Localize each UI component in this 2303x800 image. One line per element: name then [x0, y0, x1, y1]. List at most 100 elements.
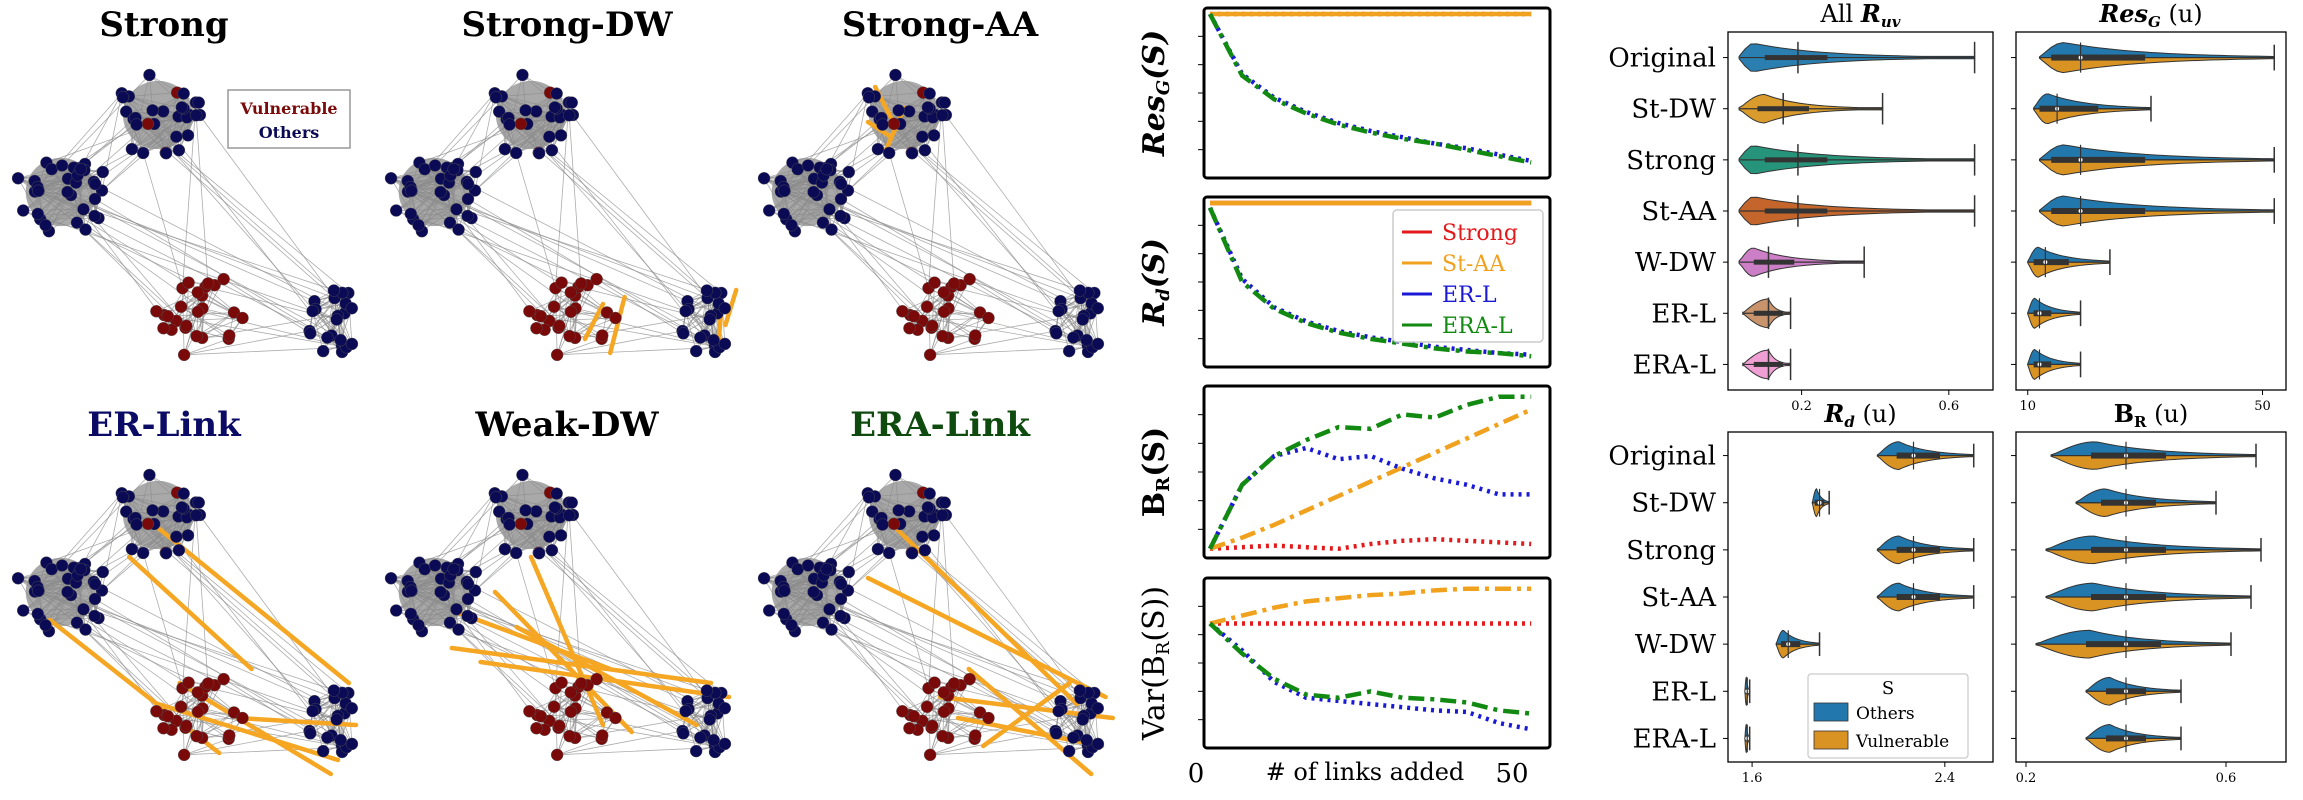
- vulnerable-node: [180, 719, 193, 733]
- other-node: [461, 592, 475, 606]
- other-node: [136, 546, 150, 560]
- other-node: [921, 101, 935, 114]
- vulnerable-node: [157, 322, 170, 335]
- other-node: [143, 68, 156, 82]
- other-node: [172, 144, 186, 157]
- line-legend: Strong St-AA ER-L ERA-L: [1392, 209, 1544, 343]
- network-edge: [822, 622, 923, 722]
- other-node: [935, 509, 949, 522]
- series-line: [1208, 12, 1532, 164]
- other-node: [700, 284, 714, 297]
- series-line: [1209, 586, 1532, 626]
- other-node: [801, 159, 815, 172]
- network-edge: [180, 306, 229, 340]
- other-node: [777, 207, 791, 221]
- vulnerable-node: [947, 677, 961, 690]
- other-node: [865, 105, 879, 118]
- network-edge: [183, 93, 335, 299]
- violin-half-others: [2075, 488, 2217, 504]
- vulnerable-node: [907, 310, 921, 323]
- other-node: [530, 505, 543, 518]
- other-node: [834, 209, 847, 223]
- network-nodes: [11, 468, 359, 762]
- vulnerable-node: [887, 117, 901, 131]
- other-node: [461, 209, 474, 223]
- other-node: [116, 91, 130, 104]
- other-node: [543, 530, 556, 543]
- other-node: [330, 713, 343, 726]
- violin-half-vulnerable: [2045, 596, 2252, 612]
- network-title: Strong-DW: [461, 5, 673, 45]
- other-node: [492, 505, 506, 518]
- x-axis-label: # of links added: [1266, 758, 1465, 786]
- other-node: [428, 559, 442, 572]
- vulnerable-node: [236, 311, 249, 325]
- x-tick-label: 0.6: [1938, 399, 1959, 414]
- network-edge: [596, 278, 684, 334]
- vulnerable-node: [923, 348, 937, 362]
- vulnerable-node: [534, 710, 548, 723]
- vulnerable-node: [887, 517, 901, 531]
- other-node: [1067, 731, 1080, 744]
- line-chart: Rd(S) Strong St-AA ER-L ERA-L: [1137, 195, 1552, 369]
- added-link: [528, 554, 606, 728]
- violin-half-others: [2085, 724, 2182, 739]
- other-node: [450, 603, 463, 616]
- network-edge: [184, 730, 310, 756]
- vulnerable-node: [182, 276, 195, 289]
- violin-box: [2091, 452, 2166, 459]
- vulnerable-node: [514, 517, 528, 531]
- other-node: [923, 87, 936, 100]
- other-node: [801, 559, 815, 572]
- other-node: [489, 491, 503, 504]
- network-edge: [184, 330, 310, 356]
- other-node: [718, 702, 731, 715]
- vulnerable-node: [191, 305, 205, 318]
- x-tick-label: 0.2: [1791, 399, 1812, 414]
- other-node: [871, 542, 885, 556]
- other-node: [157, 505, 170, 518]
- network-edge: [467, 198, 701, 338]
- other-node: [545, 144, 559, 157]
- other-node: [916, 130, 929, 143]
- violin-box: [2051, 54, 2146, 61]
- vulnerable-node: [928, 276, 941, 289]
- network-nodes: [384, 68, 732, 362]
- other-node: [707, 733, 720, 747]
- vulnerable-node: [523, 705, 536, 718]
- other-node: [404, 607, 418, 621]
- other-node: [461, 609, 474, 623]
- other-node: [689, 744, 703, 758]
- other-node: [503, 518, 516, 531]
- network-edge: [823, 574, 1091, 714]
- other-node: [498, 142, 512, 156]
- other-node: [1062, 344, 1076, 358]
- network-edge: [183, 493, 335, 699]
- other-node: [88, 609, 101, 623]
- other-node: [548, 501, 562, 514]
- other-node: [384, 572, 398, 585]
- other-node: [181, 129, 195, 142]
- added-link: [155, 701, 341, 763]
- legend-vulnerable: Vulnerable: [239, 99, 337, 118]
- vulnerable-node: [590, 272, 603, 286]
- other-node: [865, 505, 879, 518]
- other-node: [903, 105, 916, 118]
- other-node: [882, 146, 896, 160]
- legend-label: Vulnerable: [1855, 732, 1949, 752]
- network-edge: [70, 194, 315, 302]
- other-node: [11, 172, 25, 185]
- network-edge: [557, 730, 683, 756]
- vulnerable-node: [555, 676, 568, 689]
- network-nodes: [757, 68, 1105, 362]
- other-node: [189, 509, 203, 522]
- network-edge: [568, 115, 582, 284]
- other-node: [55, 159, 69, 172]
- network-edge: [685, 311, 697, 352]
- network-edge: [223, 278, 311, 334]
- series-line: [1207, 394, 1532, 550]
- other-node: [412, 219, 425, 232]
- category-label: St-AA: [1641, 583, 1717, 613]
- other-node: [757, 572, 771, 585]
- vulnerable-node: [157, 722, 170, 735]
